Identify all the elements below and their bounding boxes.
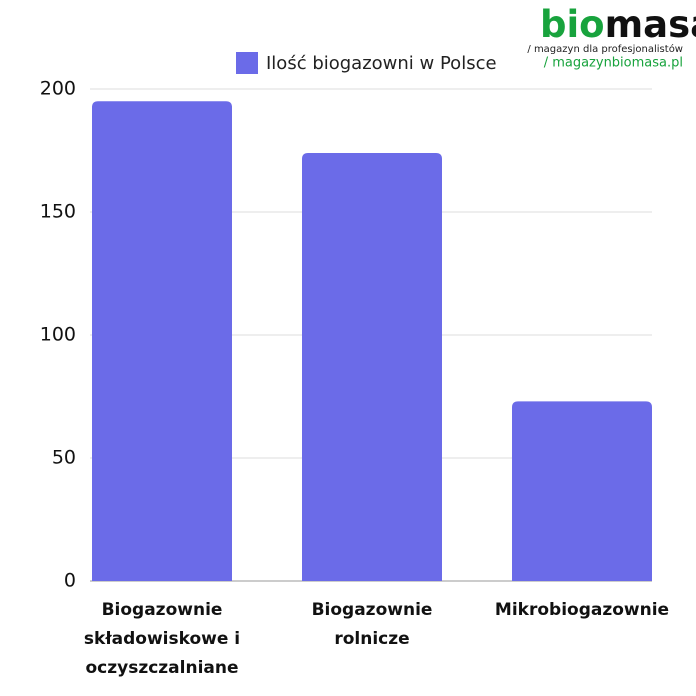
bar <box>92 101 232 582</box>
x-tick-label: Biogazownie składowiskowe i oczyszczalni… <box>83 600 241 678</box>
legend-swatch <box>236 52 258 74</box>
y-tick-label: 0 <box>64 570 76 592</box>
logo-end: masa <box>605 3 696 46</box>
logo-start: bio <box>540 3 605 46</box>
logo-tagline: / magazyn dla profesjonalistów <box>527 43 683 55</box>
x-tick-label: Biogazownie rolnicze <box>311 600 433 649</box>
x-tick-label: Mikrobiogazownie <box>494 600 670 620</box>
bar <box>302 152 442 581</box>
y-tick-label: 150 <box>40 201 76 223</box>
legend-label: Ilość biogazowni w Polsce <box>266 53 497 74</box>
logo-url: / magazynbiomasa.pl <box>544 56 683 71</box>
y-tick-label: 200 <box>40 78 76 100</box>
logo-name: biomasa <box>540 3 696 46</box>
y-tick-label: 100 <box>40 324 76 346</box>
y-tick-label: 50 <box>52 447 76 469</box>
bar <box>512 401 652 581</box>
